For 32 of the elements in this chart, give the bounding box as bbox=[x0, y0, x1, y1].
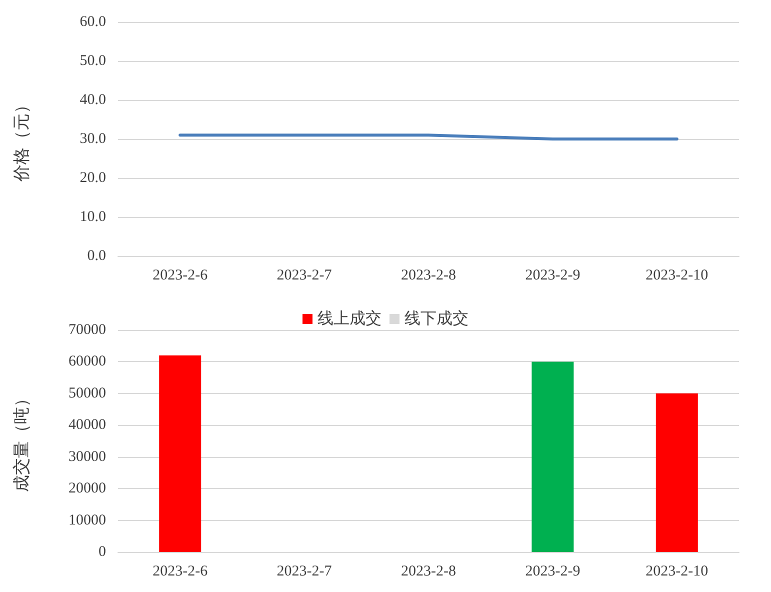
x-tick-label: 2023-2-10 bbox=[646, 564, 708, 580]
y-axis-title: 价格（元） bbox=[12, 96, 31, 182]
x-tick-label: 2023-2-6 bbox=[152, 564, 208, 580]
x-tick-label: 2023-2-7 bbox=[276, 268, 332, 284]
y-tick-label: 20.0 bbox=[80, 170, 106, 186]
x-tick-label: 2023-2-6 bbox=[152, 268, 208, 284]
y-tick-label: 50000 bbox=[68, 385, 106, 402]
bar bbox=[532, 362, 574, 552]
x-tick-label: 2023-2-7 bbox=[276, 564, 332, 580]
y-tick-label: 60.0 bbox=[80, 14, 106, 30]
y-tick-label: 20000 bbox=[68, 480, 106, 497]
bar bbox=[159, 355, 202, 552]
x-tick-label: 2023-2-10 bbox=[646, 268, 708, 284]
x-tick-label: 2023-2-9 bbox=[525, 268, 580, 284]
x-tick-label: 2023-2-8 bbox=[401, 268, 456, 284]
y-tick-label: 10000 bbox=[68, 512, 106, 528]
y-tick-label: 0.0 bbox=[87, 248, 106, 264]
y-tick-label: 0 bbox=[98, 544, 106, 560]
y-axis-title: 成交量（吨） bbox=[12, 390, 31, 492]
y-tick-label: 40.0 bbox=[80, 92, 106, 108]
y-tick-label: 50.0 bbox=[80, 53, 106, 69]
y-tick-label: 10.0 bbox=[80, 209, 106, 225]
y-tick-label: 30000 bbox=[68, 448, 106, 465]
x-tick-label: 2023-2-8 bbox=[401, 564, 456, 580]
bar bbox=[656, 393, 698, 552]
y-tick-label: 40000 bbox=[68, 417, 106, 434]
legend-label: 线上成交 bbox=[318, 310, 382, 328]
y-tick-label: 30.0 bbox=[80, 131, 106, 147]
y-tick-label: 60000 bbox=[68, 354, 106, 370]
y-tick-label: 70000 bbox=[68, 322, 106, 338]
legend-label: 线下成交 bbox=[404, 310, 468, 328]
x-tick-label: 2023-2-9 bbox=[525, 564, 580, 580]
